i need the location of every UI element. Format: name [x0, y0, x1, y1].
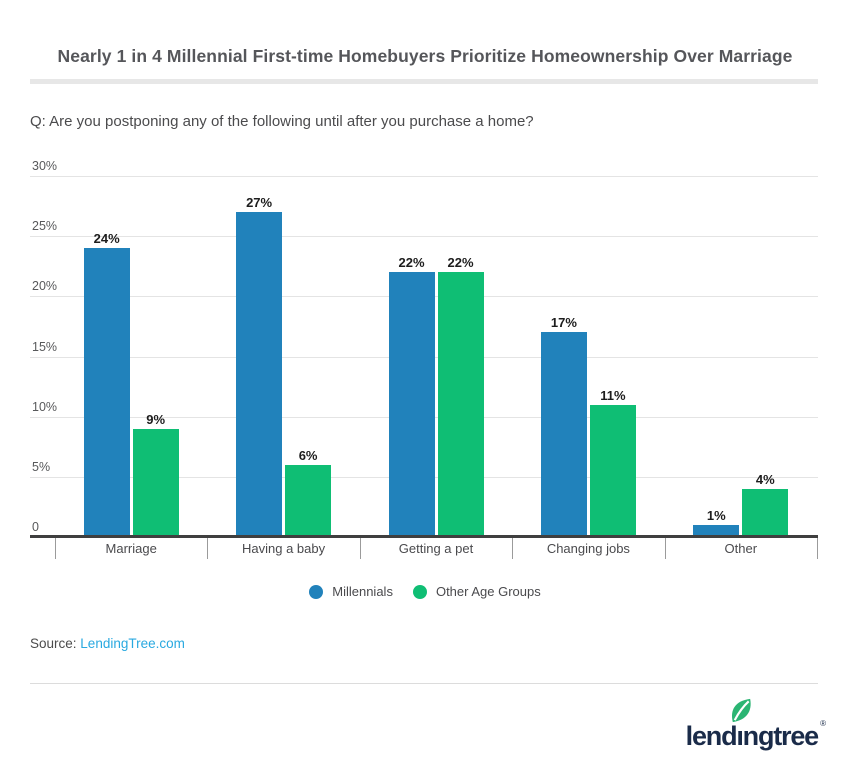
bar-millennials-changing-jobs — [540, 332, 587, 537]
category-label-changing-jobs: Changing jobs — [546, 541, 630, 556]
x-axis-line — [30, 535, 818, 538]
title-divider — [30, 79, 818, 84]
bar-value-millennials-marriage: 24% — [93, 231, 120, 247]
legend-item-millennials: Millennials — [309, 584, 393, 599]
y-axis-label-10: 10% — [32, 399, 58, 414]
bar-millennials-marriage — [83, 248, 130, 537]
x-axis-tick-3 — [512, 538, 514, 559]
bar-millennials-having-a-baby — [236, 212, 283, 537]
bar-other-age-groups-having-a-baby — [285, 464, 332, 537]
x-axis-tick-1 — [207, 538, 209, 559]
y-axis-label-30: 30% — [32, 159, 58, 173]
category-label-getting-a-pet: Getting a pet — [398, 541, 474, 556]
legend-item-other-age-groups: Other Age Groups — [412, 584, 541, 599]
bar-millennials-other — [693, 524, 740, 537]
leaf-icon — [727, 697, 754, 724]
lendingtree-logo: lendıngtree ® — [685, 697, 826, 757]
bar-value-millennials-changing-jobs: 17% — [550, 315, 577, 331]
bar-millennials-getting-a-pet — [388, 272, 435, 537]
bar-value-other-age-groups-other: 4% — [755, 471, 775, 487]
category-label-marriage: Marriage — [105, 541, 157, 556]
survey-question: Q: Are you postponing any of the followi… — [30, 113, 534, 130]
bar-other-age-groups-other — [742, 488, 789, 537]
bar-value-millennials-other: 1% — [706, 507, 726, 523]
bar-value-millennials-having-a-baby: 27% — [246, 195, 273, 211]
gridline-30 — [30, 176, 818, 177]
y-axis-label-5: 5% — [32, 459, 51, 474]
category-label-other: Other — [724, 541, 758, 556]
bar-value-other-age-groups-changing-jobs: 11% — [600, 387, 626, 403]
lendingtree-logo-text: lendıngtree — [685, 721, 820, 751]
x-axis-tick-5 — [817, 538, 818, 559]
source-link[interactable]: LendingTree.com — [80, 636, 185, 651]
bar-other-age-groups-getting-a-pet — [437, 272, 484, 537]
gridline-25 — [30, 236, 818, 238]
y-axis-label-25: 25% — [32, 219, 58, 234]
category-label-having-a-baby: Having a baby — [242, 541, 326, 556]
bar-value-other-age-groups-marriage: 9% — [146, 411, 166, 427]
source-label: Source: — [30, 636, 77, 651]
legend-label-other-age-groups: Other Age Groups — [435, 584, 541, 599]
chart-legend: Millennials Other Age Groups — [0, 584, 850, 599]
x-axis-tick-0 — [55, 538, 56, 559]
legend-dot-millennials — [309, 584, 324, 599]
chart-title: Nearly 1 in 4 Millennial First-time Home… — [57, 46, 793, 66]
source-line: Source: LendingTree.com — [30, 636, 185, 651]
footer-divider — [30, 683, 818, 684]
registered-trademark: ® — [820, 719, 826, 728]
bar-other-age-groups-marriage — [132, 428, 179, 537]
bar-value-other-age-groups-having-a-baby: 6% — [298, 447, 318, 463]
legend-dot-other-age-groups — [412, 584, 427, 599]
x-axis-tick-4 — [664, 538, 666, 559]
y-axis-label-15: 15% — [32, 339, 58, 354]
x-axis-tick-2 — [359, 538, 361, 559]
bar-value-other-age-groups-getting-a-pet: 22% — [447, 255, 474, 271]
legend-label-millennials: Millennials — [332, 584, 393, 599]
y-axis-label-0: 0 — [32, 520, 39, 534]
bar-value-millennials-getting-a-pet: 22% — [398, 255, 425, 271]
bar-other-age-groups-changing-jobs — [589, 404, 636, 537]
y-axis-label-20: 20% — [32, 279, 58, 294]
